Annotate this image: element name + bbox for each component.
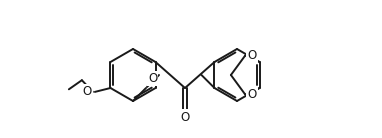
Text: O: O (247, 88, 256, 101)
Text: O: O (148, 72, 157, 85)
Text: O: O (180, 111, 189, 124)
Text: O: O (83, 85, 92, 98)
Text: O: O (247, 49, 256, 62)
